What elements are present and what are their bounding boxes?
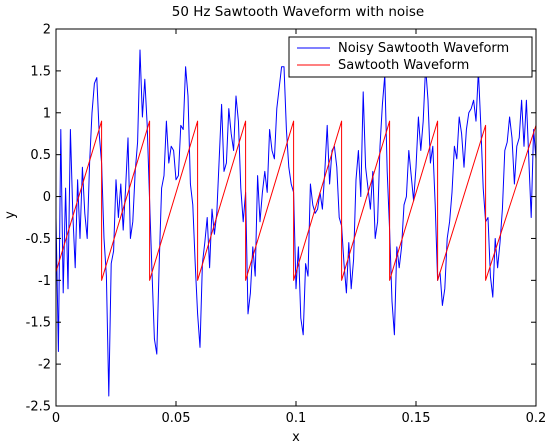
x-tick-label: 0 — [52, 411, 60, 426]
y-tick-label: -0.5 — [26, 232, 51, 247]
y-tick-label: -1.5 — [26, 316, 51, 331]
x-tick-label: 0.1 — [286, 411, 307, 426]
y-axis-label: y — [3, 211, 18, 219]
y-tick-label: 1.5 — [30, 64, 51, 79]
plot-area: 0 0.05 0.1 0.15 0.2 -2.5 -2 -1.5 -1 -0.5 0 0.5 1 1.5 2 — [26, 23, 547, 427]
x-tick-label: 0.2 — [526, 411, 547, 426]
legend-label-noisy: Noisy Sawtooth Waveform — [338, 41, 509, 56]
y-tick-label: 2 — [43, 23, 51, 38]
x-tick-label: 0.05 — [162, 411, 191, 426]
x-tick-label: 0.15 — [402, 411, 431, 426]
x-axis-label: x — [292, 430, 300, 444]
legend-label-sawtooth: Sawtooth Waveform — [338, 58, 469, 73]
y-tick-label: -2.5 — [26, 400, 51, 415]
plot-frame — [55, 28, 537, 407]
y-tick-label: -2 — [38, 358, 51, 373]
legend-box — [288, 36, 533, 78]
y-tick-label: -1 — [38, 274, 51, 289]
y-tick-label: 0.5 — [30, 148, 51, 163]
y-tick-label: 0 — [43, 190, 51, 205]
legend: Noisy Sawtooth Waveform Sawtooth Wavefor… — [288, 36, 533, 78]
chart-title: 50 Hz Sawtooth Waveform with noise — [172, 4, 425, 20]
series-line-0 — [55, 49, 537, 397]
y-tick-label: 1 — [43, 106, 51, 121]
series-line-1 — [55, 120, 537, 281]
